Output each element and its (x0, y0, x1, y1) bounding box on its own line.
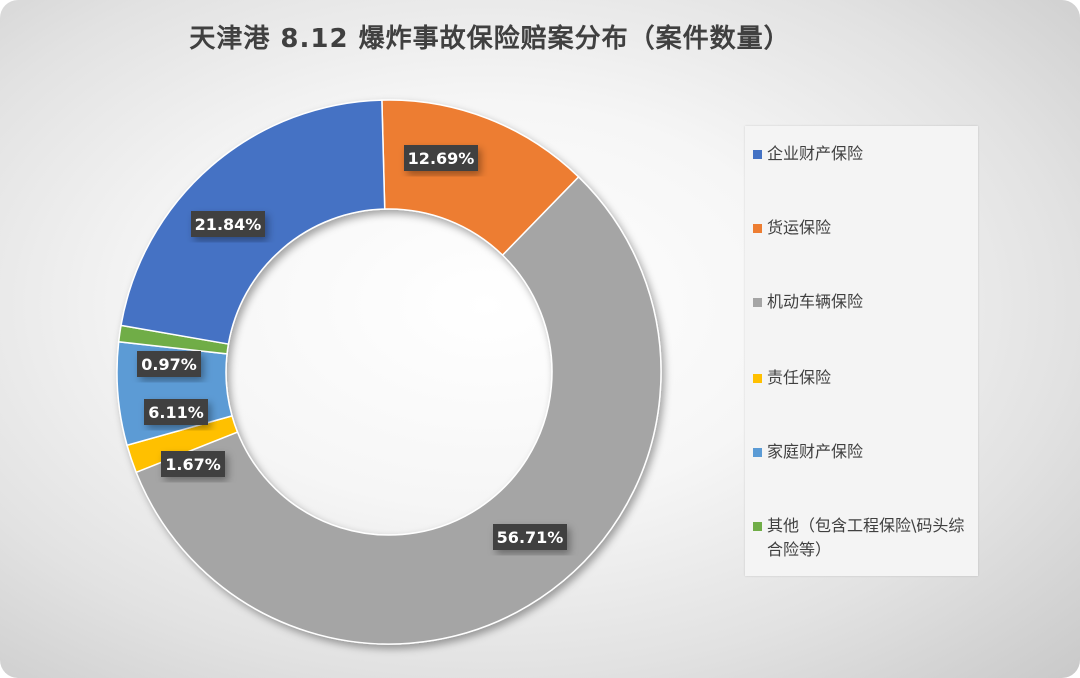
legend-item: 其他（包含工程保险\码头综合险等） (753, 514, 975, 562)
legend-swatch-icon (753, 150, 762, 159)
chart-title: 天津港 8.12 爆炸事故保险赔案分布（案件数量） (189, 24, 791, 54)
legend-item: 货运保险 (753, 216, 975, 240)
legend-swatch-icon (753, 298, 762, 307)
data-label: 12.69% (404, 145, 478, 171)
legend-label: 企业财产保险 (767, 144, 864, 163)
data-label: 0.97% (137, 351, 201, 377)
legend-item: 责任保险 (753, 366, 975, 390)
data-label-text: 0.97% (141, 355, 197, 374)
data-label-box (137, 351, 201, 377)
legend-item: 家庭财产保险 (753, 440, 975, 464)
legend-item: 企业财产保险 (753, 142, 975, 166)
legend-label: 家庭财产保险 (767, 442, 864, 461)
data-label: 21.84% (191, 211, 265, 237)
data-label-text: 12.69% (408, 149, 475, 168)
data-label-box (161, 451, 225, 477)
legend-swatch-icon (753, 224, 762, 233)
data-label-box (493, 524, 567, 550)
legend-item: 机动车辆保险 (753, 290, 975, 314)
legend: 企业财产保险 货运保险 机动车辆保险 责任保险 家庭财产保险 其他（包含工程保险… (745, 126, 978, 576)
legend-label: 机动车辆保险 (767, 292, 864, 311)
data-label-box (404, 145, 478, 171)
legend-swatch-icon (753, 374, 762, 383)
data-label-text: 56.71% (497, 528, 564, 547)
legend-swatch-icon (753, 522, 762, 531)
legend-label: 其他（包含工程保险\码头综合险等） (767, 516, 965, 559)
legend-swatch-icon (753, 448, 762, 457)
data-label: 56.71% (493, 524, 567, 550)
data-label-box (191, 211, 265, 237)
data-label-box (144, 399, 208, 425)
data-label: 6.11% (144, 399, 208, 425)
data-label-text: 21.84% (195, 215, 262, 234)
data-label-text: 1.67% (165, 455, 221, 474)
legend-label: 货运保险 (767, 218, 832, 237)
data-label-text: 6.11% (148, 403, 204, 422)
legend-label: 责任保险 (767, 368, 832, 387)
data-label: 1.67% (161, 451, 225, 477)
